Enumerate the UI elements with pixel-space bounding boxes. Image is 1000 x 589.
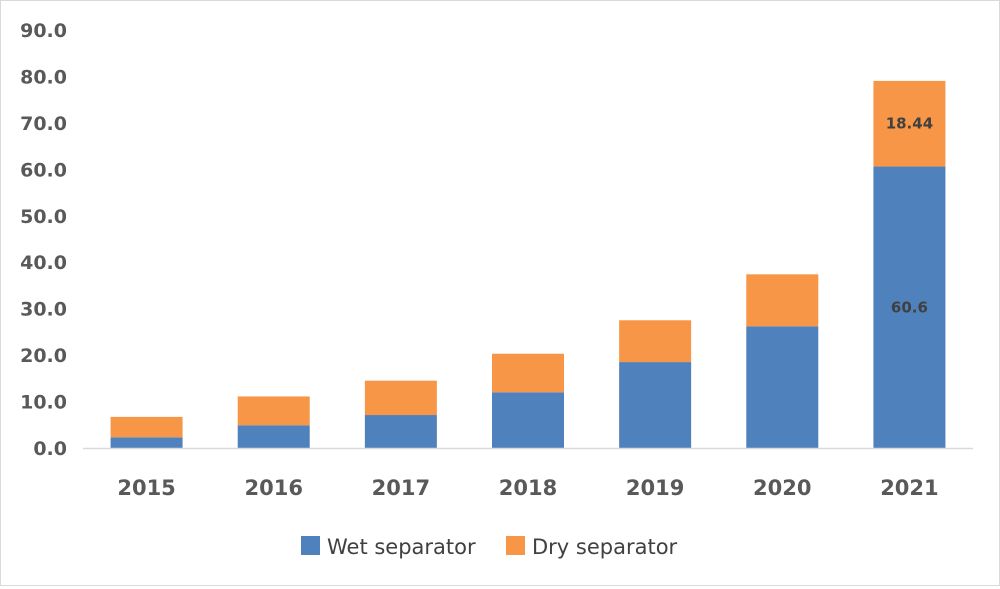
x-tick-label: 2020 <box>753 476 811 500</box>
bar-dry-2018 <box>492 353 564 393</box>
legend: Wet separator Dry separator <box>301 535 678 559</box>
y-tick-label: 50.0 <box>20 206 67 228</box>
bar-wet-2021 <box>873 166 946 448</box>
data-label: 60.6 <box>891 298 928 316</box>
bar-wet-2020 <box>746 326 819 448</box>
x-tick-label: 2015 <box>117 476 175 500</box>
y-tick-label: 30.0 <box>20 299 67 321</box>
y-tick-label: 90.0 <box>20 20 67 42</box>
bars-group <box>110 80 946 448</box>
bar-wet-2016 <box>237 425 310 448</box>
bar-wet-2019 <box>619 362 692 448</box>
bar-dry-2017 <box>364 380 437 416</box>
bar-dry-2015 <box>110 416 183 438</box>
y-tick-label: 40.0 <box>20 252 67 274</box>
x-tick-label: 2017 <box>372 476 430 500</box>
legend-label-dry: Dry separator <box>532 535 678 559</box>
legend-swatch-wet <box>301 536 320 555</box>
y-tick-label: 70.0 <box>20 113 67 135</box>
bar-dry-2020 <box>746 274 819 327</box>
bar-dry-2021 <box>873 80 946 167</box>
y-tick-label: 80.0 <box>20 66 67 88</box>
x-tick-label: 2021 <box>880 476 938 500</box>
bar-wet-2018 <box>492 392 564 448</box>
y-tick-label: 0.0 <box>33 438 67 460</box>
y-tick-label: 10.0 <box>20 392 67 414</box>
y-tick-label: 20.0 <box>20 345 67 367</box>
legend-swatch-dry <box>506 536 525 555</box>
x-tick-label: 2016 <box>244 476 302 500</box>
y-axis: 0.0 10.0 20.0 30.0 40.0 50.0 60.0 70.0 80.0 90.0 <box>20 20 67 460</box>
bar-wet-2017 <box>364 415 437 448</box>
x-axis-labels: 2015 2016 2017 2018 2019 2020 2021 <box>117 476 938 500</box>
legend-label-wet: Wet separator <box>327 535 476 559</box>
y-tick-label: 60.0 <box>20 159 67 181</box>
bar-dry-2016 <box>237 396 310 426</box>
x-tick-label: 2019 <box>626 476 684 500</box>
x-tick-label: 2018 <box>499 476 557 500</box>
data-labels: 60.6 18.44 <box>886 115 933 317</box>
bar-dry-2019 <box>619 320 692 363</box>
data-label: 18.44 <box>886 115 933 133</box>
bar-wet-2015 <box>110 437 183 448</box>
